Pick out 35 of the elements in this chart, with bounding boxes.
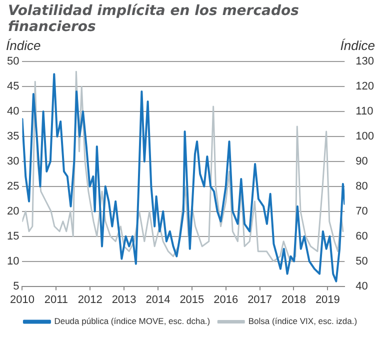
x-tick-label: 2013 — [112, 294, 136, 306]
x-tick-label: 2018 — [282, 294, 306, 306]
y2-tick-label: 40 — [356, 280, 368, 292]
legend-label: Bolsa (índice VIX, esc. izda.) — [248, 316, 358, 326]
y-tick-label: 50 — [6, 56, 20, 68]
y-tick-label: 30 — [6, 156, 20, 168]
y-tick-label: 15 — [6, 230, 20, 242]
y2-tick-label: 50 — [356, 255, 368, 268]
y2-tick-label: 70 — [356, 205, 368, 218]
y-tick-label: 45 — [6, 80, 20, 93]
y2-axis-title: Índice — [340, 38, 375, 53]
x-tick-label: 2016 — [214, 294, 238, 306]
x-tick-label: 2010 — [10, 294, 34, 306]
y2-tick-label: 130 — [356, 56, 374, 68]
y-axis-title: Índice — [6, 38, 41, 53]
legend-label: Deuda pública (índice MOVE, esc. dcha.) — [54, 316, 210, 326]
x-tick-label: 2019 — [315, 294, 340, 306]
x-tick-label: 2015 — [180, 294, 204, 306]
y2-tick-label: 60 — [356, 230, 368, 242]
x-tick-label: 2014 — [146, 294, 170, 306]
y2-tick-label: 90 — [356, 156, 368, 168]
y-tick-label: 10 — [6, 255, 20, 268]
y2-tick-label: 100 — [356, 130, 374, 143]
y-tick-label: 40 — [6, 106, 20, 118]
y-tick-label: 5 — [13, 280, 20, 292]
y-tick-label: 20 — [6, 205, 20, 218]
y-tick-label: 35 — [6, 130, 20, 143]
y2-tick-label: 120 — [356, 80, 374, 93]
x-tick-label: 2011 — [44, 294, 68, 306]
x-tick-label: 2017 — [248, 294, 272, 306]
y-tick-label: 25 — [6, 180, 20, 192]
y2-tick-label: 110 — [356, 106, 374, 118]
y2-tick-label: 80 — [356, 180, 368, 192]
x-tick-label: 2012 — [78, 294, 102, 306]
chart-title: Volatilidad implícita en los mercados financieros — [8, 3, 300, 35]
